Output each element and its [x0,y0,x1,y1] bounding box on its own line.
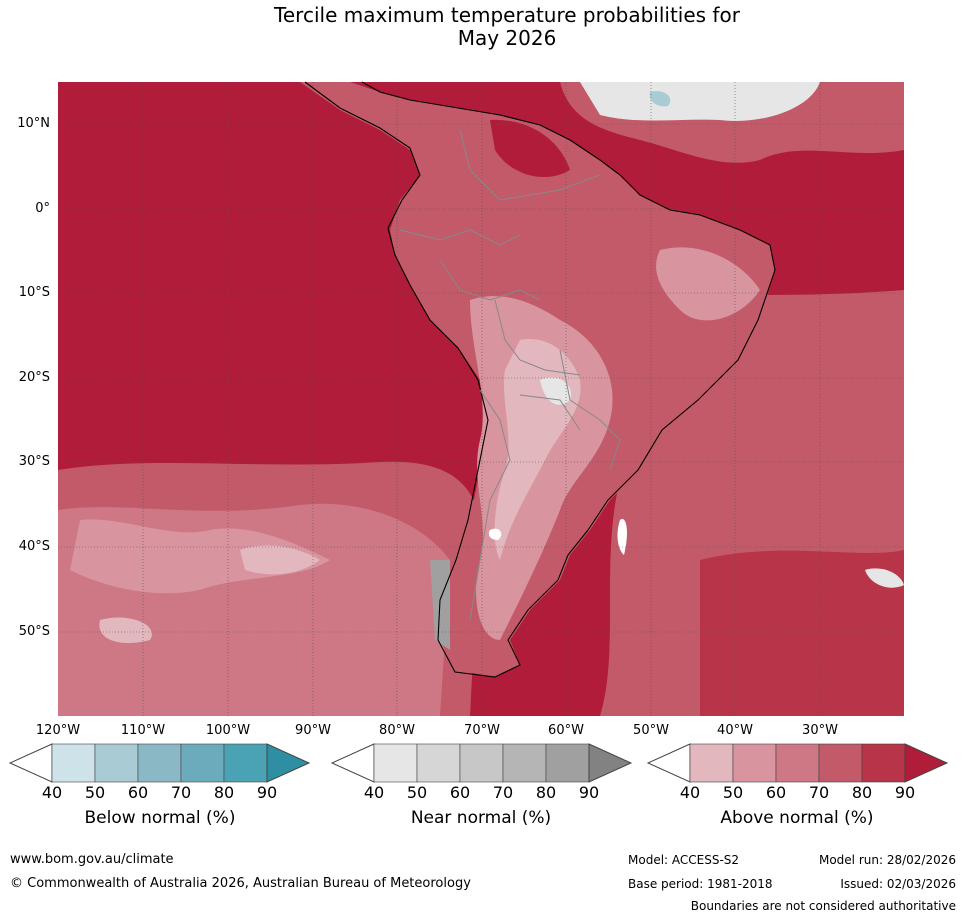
lon-label-110w: 110°W [120,723,166,738]
north-atlantic-near-normal [580,82,820,121]
near-tick-90: 90 [578,783,600,802]
model-run-date: Model run: 28/02/2026 [818,853,956,867]
copyright-text: © Commonwealth of Australia 2026, Austra… [10,876,471,891]
below-bin-50-60 [94,743,139,783]
near-tick-70: 70 [492,783,514,802]
below-bin-70-80 [180,743,225,783]
below-tick-40: 40 [41,783,63,802]
above-tick-40: 40 [679,783,701,802]
coastline [304,81,776,678]
above-bin-50-60 [732,743,777,783]
lon-label-120w: 120°W [35,723,81,738]
lat-label-30s: 30°S [18,454,50,469]
website-link[interactable]: www.bom.gov.au/climate [10,852,174,867]
near-bin-50-60 [416,743,461,783]
below-tick-80: 80 [213,783,235,802]
legend-title-near: Near normal (%) [410,808,552,828]
below-tick-60: 60 [127,783,149,802]
lat-label-50s: 50°S [18,624,50,639]
above-arrow-low [646,743,691,783]
lat-label-10n: 10°N [17,116,50,131]
below-tick-70: 70 [170,783,192,802]
near-tick-60: 60 [449,783,471,802]
above-tick-50: 50 [722,783,744,802]
below-tick-90: 90 [256,783,278,802]
lat-label-10s: 10°S [18,285,50,300]
near-bin-80-90 [545,743,590,783]
atlantic-east-near-normal [865,568,904,588]
above-bin-70-80 [818,743,863,783]
lon-label-70w: 70°W [464,723,500,738]
issued-date: Issued: 02/03/2026 [840,877,956,891]
legend-title-above: Above normal (%) [720,808,874,828]
below-arrow-low [8,743,53,783]
chart-title: Tercile maximum temperature probabilitie… [0,4,965,50]
north-atlantic-below [649,91,671,107]
legend-above-normal [646,743,949,783]
title-line-2: May 2026 [457,26,557,50]
lat-label-20s: 20°S [18,370,50,385]
legend-title-below: Below normal (%) [84,808,236,828]
below-bin-60-70 [137,743,182,783]
brazil-northeast-patch [656,247,760,321]
lon-label-40w: 40°W [717,723,753,738]
below-bin-40-50 [51,743,96,783]
lon-label-80w: 80°W [379,723,415,738]
lon-label-60w: 60°W [548,723,584,738]
legend-below-normal [8,743,311,783]
atlantic-white-spot [617,519,627,555]
lat-label-40s: 40°S [18,539,50,554]
lon-label-90w: 90°W [295,723,331,738]
pacific-patch-1 [70,519,330,594]
above-bin-40-50 [689,743,734,783]
near-arrow-high [588,743,633,783]
south-atlantic-deep [700,550,904,716]
pacific-patch-2 [240,545,320,575]
above-tick-80: 80 [851,783,873,802]
lon-label-50w: 50°W [633,723,669,738]
near-bin-60-70 [459,743,504,783]
continent-white-spot [488,528,502,540]
country-borders [399,129,621,621]
boundaries-disclaimer: Boundaries are not considered authoritat… [690,899,956,913]
title-line-1: Tercile maximum temperature probabilitie… [274,3,740,27]
model-name: Model: ACCESS-S2 [628,853,740,867]
lon-label-100w: 100°W [205,723,251,738]
above-tick-60: 60 [765,783,787,802]
above-arrow-high [904,743,949,783]
near-bin-40-50 [373,743,418,783]
venezuela-high [490,119,570,178]
below-arrow-high [266,743,311,783]
legend-near-normal [330,743,633,783]
pacific-patch-3 [99,617,152,644]
near-arrow-low [330,743,375,783]
base-period: Base period: 1981-2018 [628,877,773,891]
below-bin-80-90 [223,743,268,783]
lon-label-30w: 30°W [802,723,838,738]
below-tick-50: 50 [84,783,106,802]
above-bin-60-70 [775,743,820,783]
above-tick-70: 70 [808,783,830,802]
lat-label-0: 0° [35,201,50,216]
near-tick-40: 40 [363,783,385,802]
map-field [58,82,904,716]
near-tick-50: 50 [406,783,428,802]
above-tick-90: 90 [894,783,916,802]
above-bin-80-90 [861,743,906,783]
near-tick-80: 80 [535,783,557,802]
near-bin-70-80 [502,743,547,783]
